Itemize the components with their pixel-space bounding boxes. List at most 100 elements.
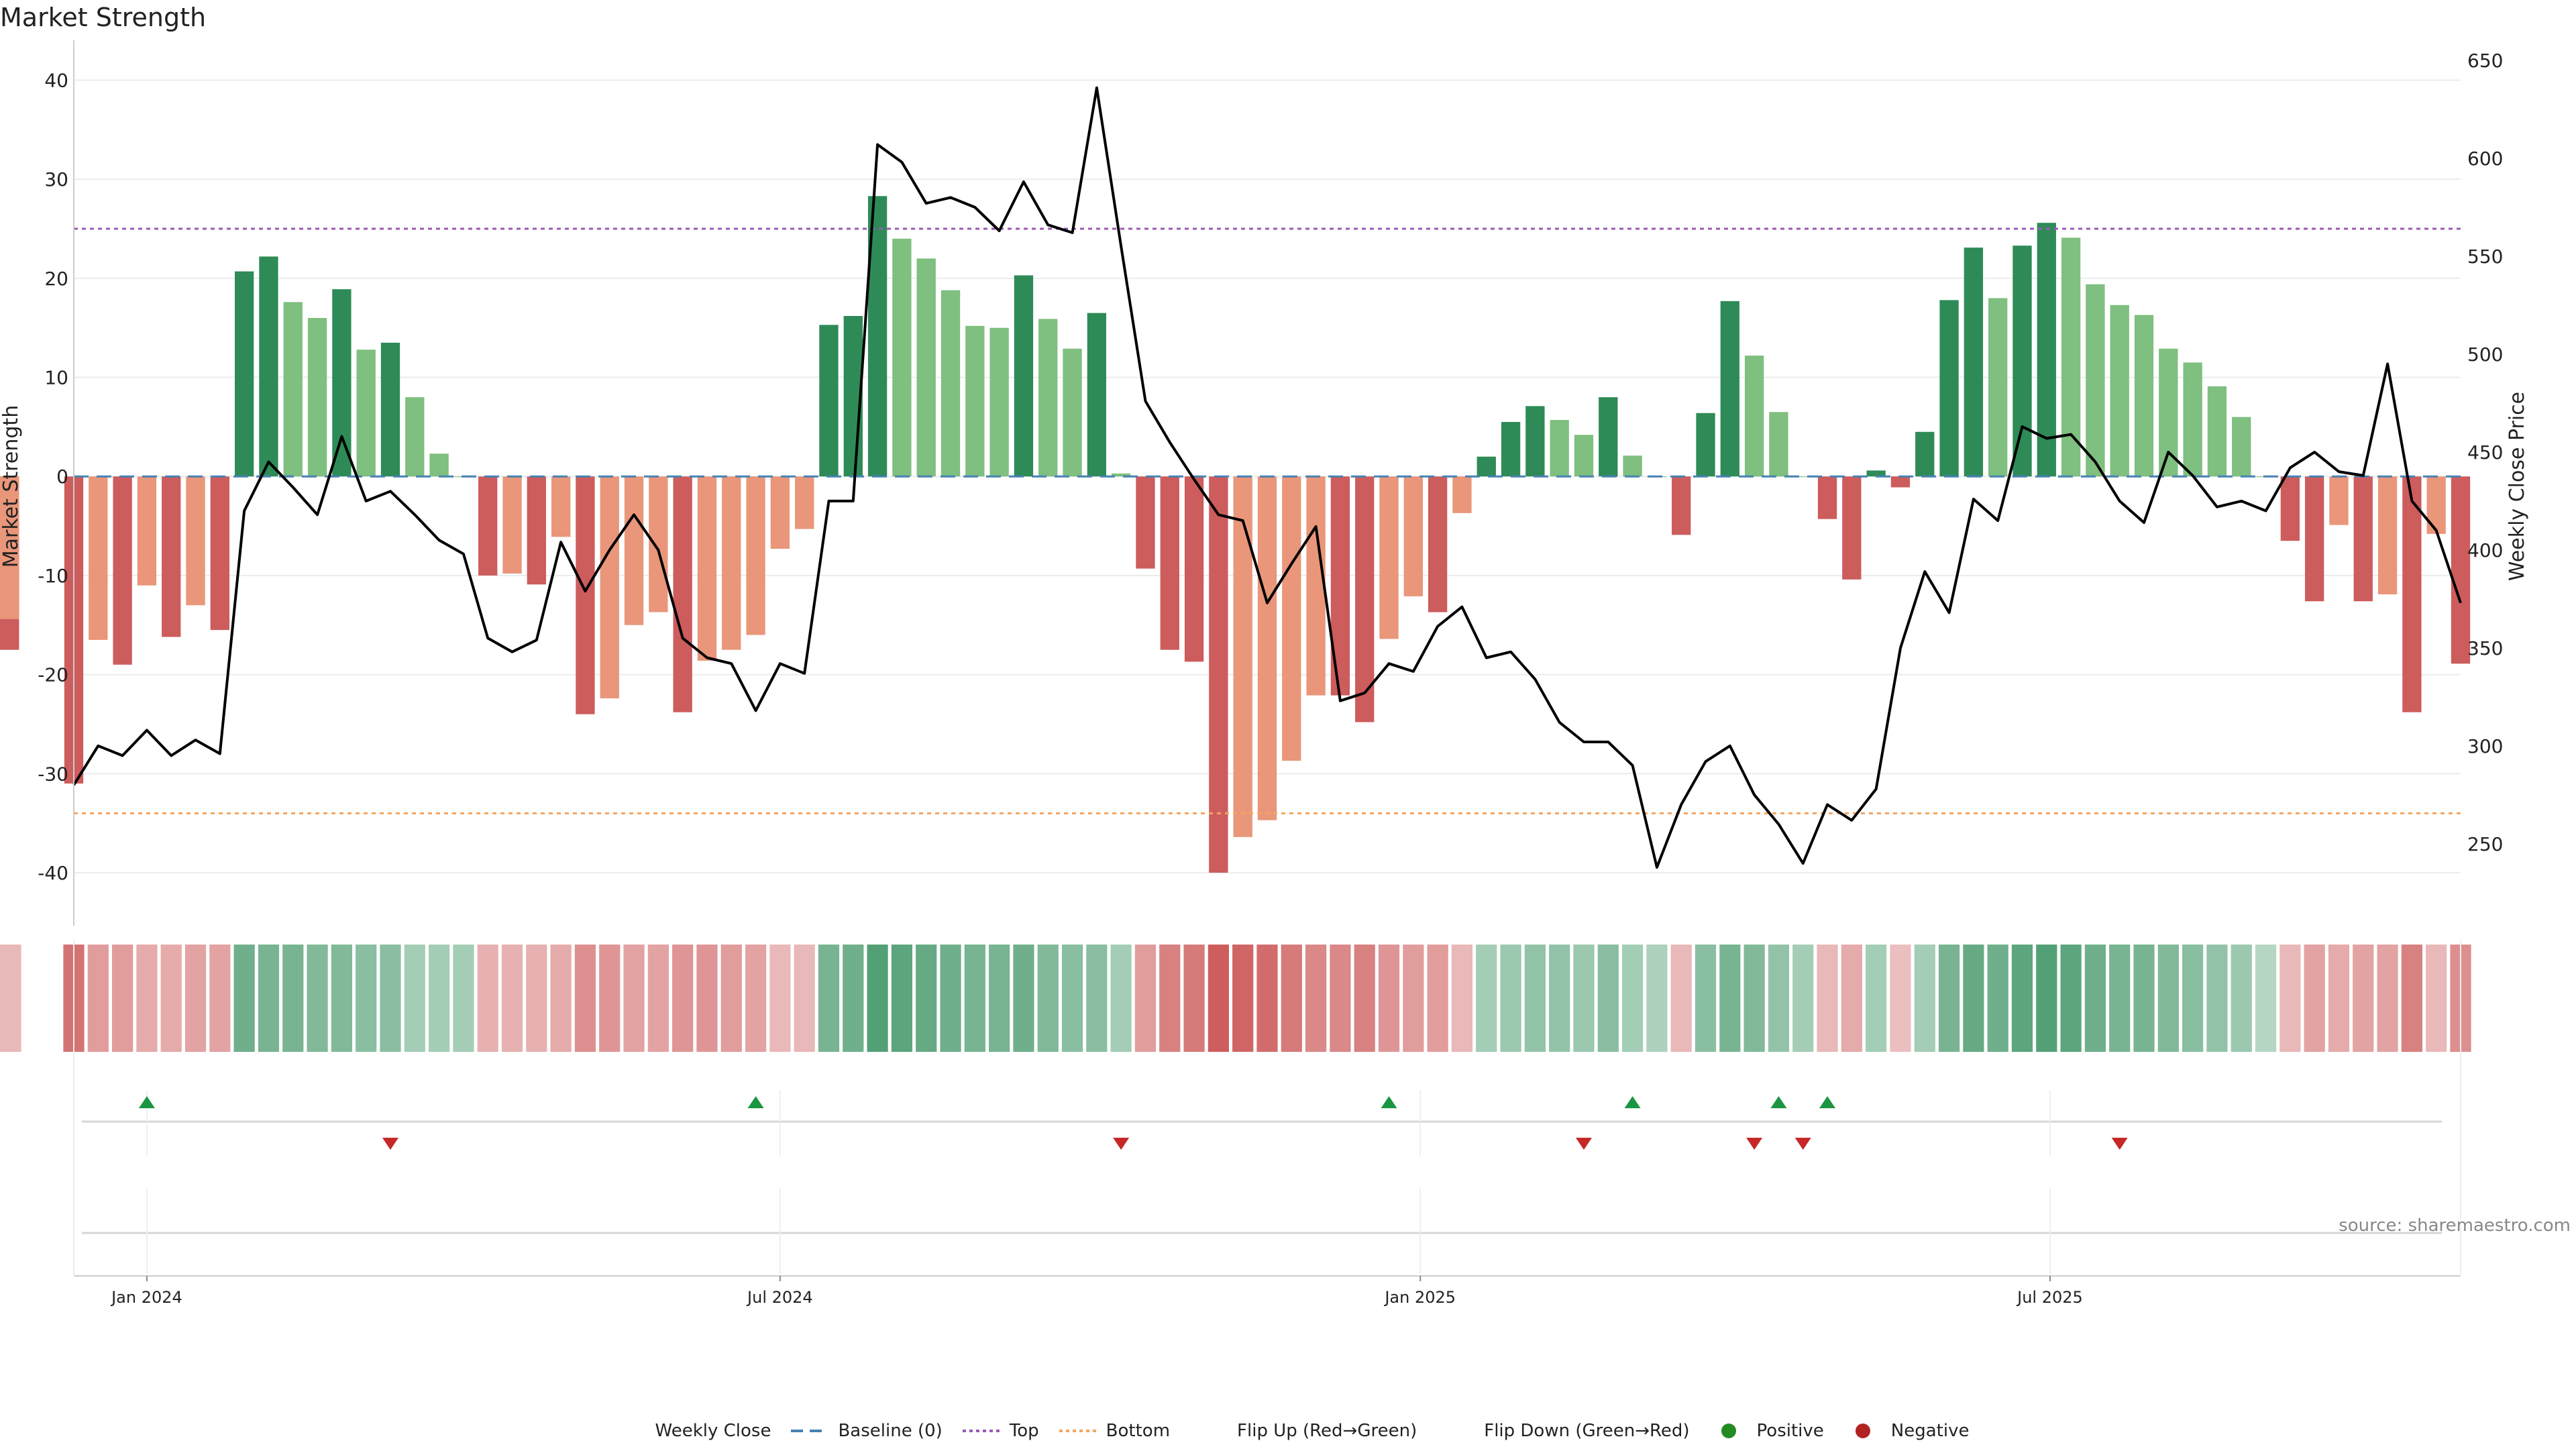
strength-bar [502, 476, 522, 574]
strength-bar [1964, 248, 1984, 477]
heat-cell [1963, 945, 1984, 1052]
heat-cell [1670, 945, 1692, 1052]
strength-bar [722, 476, 741, 650]
heat-cell [1866, 945, 1887, 1052]
heat-cell [1281, 945, 1302, 1052]
heat-cell [233, 945, 255, 1052]
legend-dot [1721, 1424, 1736, 1438]
chart-title: Market Strength [0, 3, 207, 32]
strength-bar [1257, 476, 1277, 820]
strength-bar [1014, 275, 1034, 477]
heat-cell [599, 945, 621, 1052]
flip-up-marker [138, 1096, 155, 1108]
strength-bar [2451, 476, 2471, 664]
y2-tick-label: 450 [2467, 441, 2503, 464]
flip-down-marker [1575, 1138, 1592, 1150]
strength-bar [1890, 476, 1911, 488]
heat-cell [2231, 945, 2252, 1052]
strength-bar [1939, 300, 1959, 477]
heat-cell [2011, 945, 2033, 1052]
y-axis-label: Market Strength [0, 405, 23, 568]
flip-down-marker [2111, 1138, 2128, 1150]
strength-bar [770, 476, 790, 549]
strength-bar [234, 271, 254, 477]
heat-cell [1134, 945, 1157, 1052]
heat-cell [1013, 945, 1034, 1052]
strength-bar [2134, 315, 2154, 477]
strength-bar [1672, 476, 1691, 535]
y2-tick-label: 600 [2467, 148, 2503, 170]
heat-cell [818, 945, 840, 1052]
strength-bar [2402, 476, 2422, 712]
strength-bar [283, 302, 303, 477]
heat-cell [1183, 945, 1205, 1052]
heat-cell [1890, 945, 1911, 1052]
heat-cell [964, 945, 985, 1052]
y2-tick-label: 300 [2467, 735, 2503, 757]
heat-cell [574, 945, 596, 1052]
legend-item-positive: Positive [1709, 1421, 1824, 1441]
strength-bar [2110, 305, 2129, 477]
heat-cell [843, 945, 864, 1052]
legend-label: Flip Down (Green→Red) [1484, 1421, 1690, 1441]
heat-cell [2133, 945, 2155, 1052]
heat-cell [1451, 945, 1473, 1052]
heat-cell [769, 945, 791, 1052]
heat-cell [453, 945, 474, 1052]
flip-up-marker [1381, 1096, 1397, 1108]
strength-bar [2086, 284, 2105, 477]
strength-bar [2207, 386, 2227, 477]
heat-cell [404, 945, 425, 1052]
y-tick-label: -30 [38, 763, 68, 785]
strength-bar [1209, 476, 1228, 873]
y2-axis-label: Weekly Close Price [2506, 392, 2529, 581]
strength-bar [1574, 435, 1594, 477]
y2-tick-label: 550 [2467, 246, 2503, 268]
strength-bar [600, 476, 619, 699]
strength-bar [405, 397, 425, 477]
heat-cell [1086, 945, 1108, 1052]
y2-tick-label: 250 [2467, 833, 2503, 855]
y-tick-label: -40 [38, 862, 68, 884]
strength-bar [1184, 476, 1204, 662]
flip-up-legend-symbol [1189, 1422, 1229, 1440]
heat-cell [1403, 945, 1424, 1052]
strength-bar [2012, 246, 2032, 477]
weekly-close-legend-symbol [607, 1422, 647, 1440]
legend-item-bottom: Bottom [1058, 1421, 1170, 1441]
heat-cell [1159, 945, 1181, 1052]
heat-cell [1743, 945, 1765, 1052]
strength-bar [746, 476, 765, 635]
heat-cell [1061, 945, 1083, 1052]
heat-cell [1938, 945, 1960, 1052]
y-tick-label: -20 [38, 664, 68, 686]
heat-cell [1524, 945, 1546, 1052]
strength-bar [795, 476, 814, 529]
strength-bar [2183, 362, 2202, 477]
y-axis-left: -40 -30 -20 -10 0 10 20 30 40 [38, 40, 74, 926]
strength-bar [113, 476, 132, 665]
top-legend-symbol [962, 1430, 1000, 1432]
y2-tick-label: 400 [2467, 539, 2503, 561]
strength-bar [210, 476, 229, 631]
x-tick-label: Jul 2024 [746, 1288, 813, 1307]
heat-cell [209, 945, 231, 1052]
strength-bar [1087, 313, 1107, 477]
flip-down-marker [1794, 1138, 1811, 1150]
strength-bar [356, 350, 376, 477]
heat-cell [1841, 945, 1862, 1052]
legend-item-top: Top [961, 1421, 1039, 1441]
strength-bar [965, 325, 985, 477]
heat-cell [794, 945, 815, 1052]
heat-cell [672, 945, 694, 1052]
strength-bar [1769, 412, 1788, 477]
strength-bar [673, 476, 692, 712]
heat-cell [550, 945, 572, 1052]
heat-cell [2109, 945, 2131, 1052]
heat-cell [2255, 945, 2277, 1052]
strength-bar [1477, 456, 1496, 477]
legend-label: Negative [1890, 1421, 1970, 1441]
flip-down-marker [1746, 1138, 1763, 1150]
strength-bar [1160, 476, 1179, 650]
